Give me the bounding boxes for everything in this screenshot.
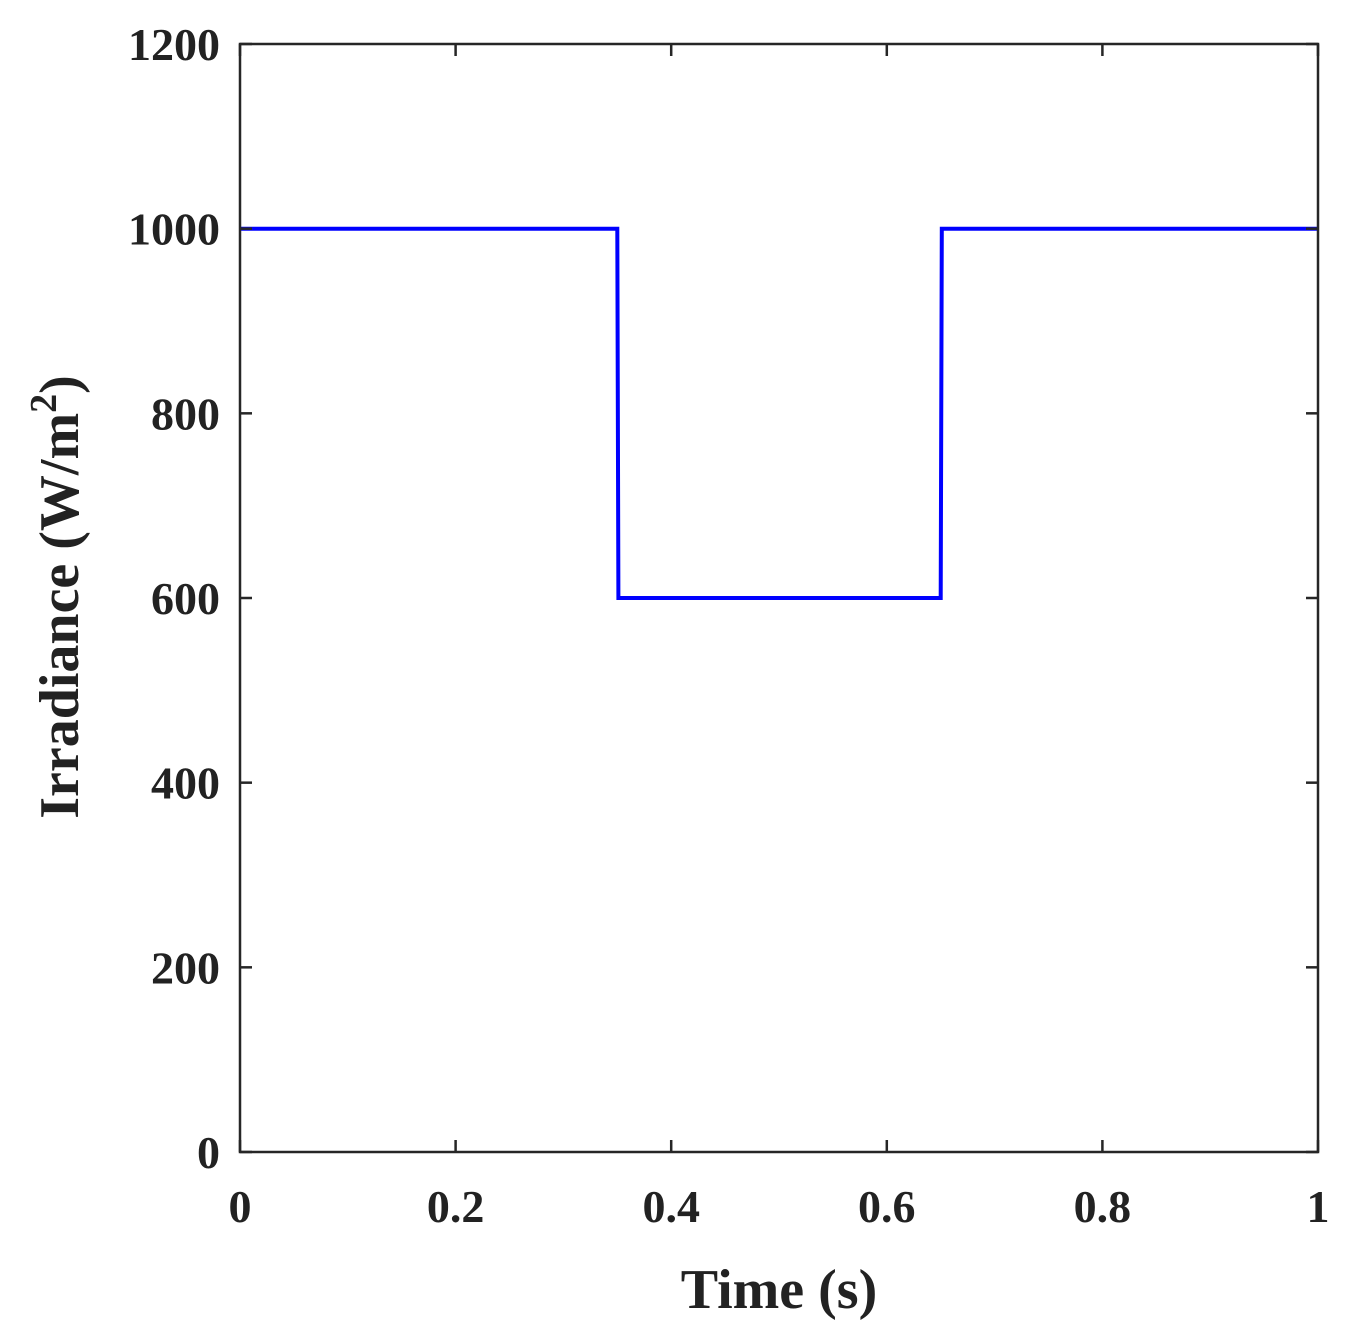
- y-axis-title-main: Irradiance (W/m: [29, 413, 91, 819]
- plot-area: [240, 226, 1318, 600]
- y-tick-label: 1000: [128, 204, 220, 255]
- y-axis-title-close: ): [29, 375, 91, 394]
- y-tick-label: 200: [151, 942, 220, 993]
- y-tick-label: 400: [151, 758, 220, 809]
- x-tick-label: 0.8: [1074, 1181, 1132, 1232]
- y-axis-title-superscript: 2: [23, 394, 65, 413]
- y-tick-label: 0: [197, 1127, 220, 1178]
- axes-frame: [238, 42, 1320, 1154]
- y-axis-title: Irradiance (W/m2): [23, 375, 91, 819]
- y-tick-label: 600: [151, 573, 220, 624]
- x-tick-label: 0: [229, 1181, 252, 1232]
- tick-labels: 0 0.2 0.4 0.6 0.8 1 0 200 400 600 800 1000 1200: [128, 19, 1330, 1232]
- x-axis-title: Time (s): [681, 1259, 878, 1321]
- y-tick-label: 800: [151, 388, 220, 439]
- x-tick-label: 0.6: [858, 1181, 916, 1232]
- x-tick-label: 0.2: [427, 1181, 485, 1232]
- x-tick-label: 0.4: [642, 1181, 700, 1232]
- irradiance-series-line: [240, 226, 1318, 600]
- y-tick-label: 1200: [128, 19, 220, 70]
- x-tick-label: 1: [1307, 1181, 1330, 1232]
